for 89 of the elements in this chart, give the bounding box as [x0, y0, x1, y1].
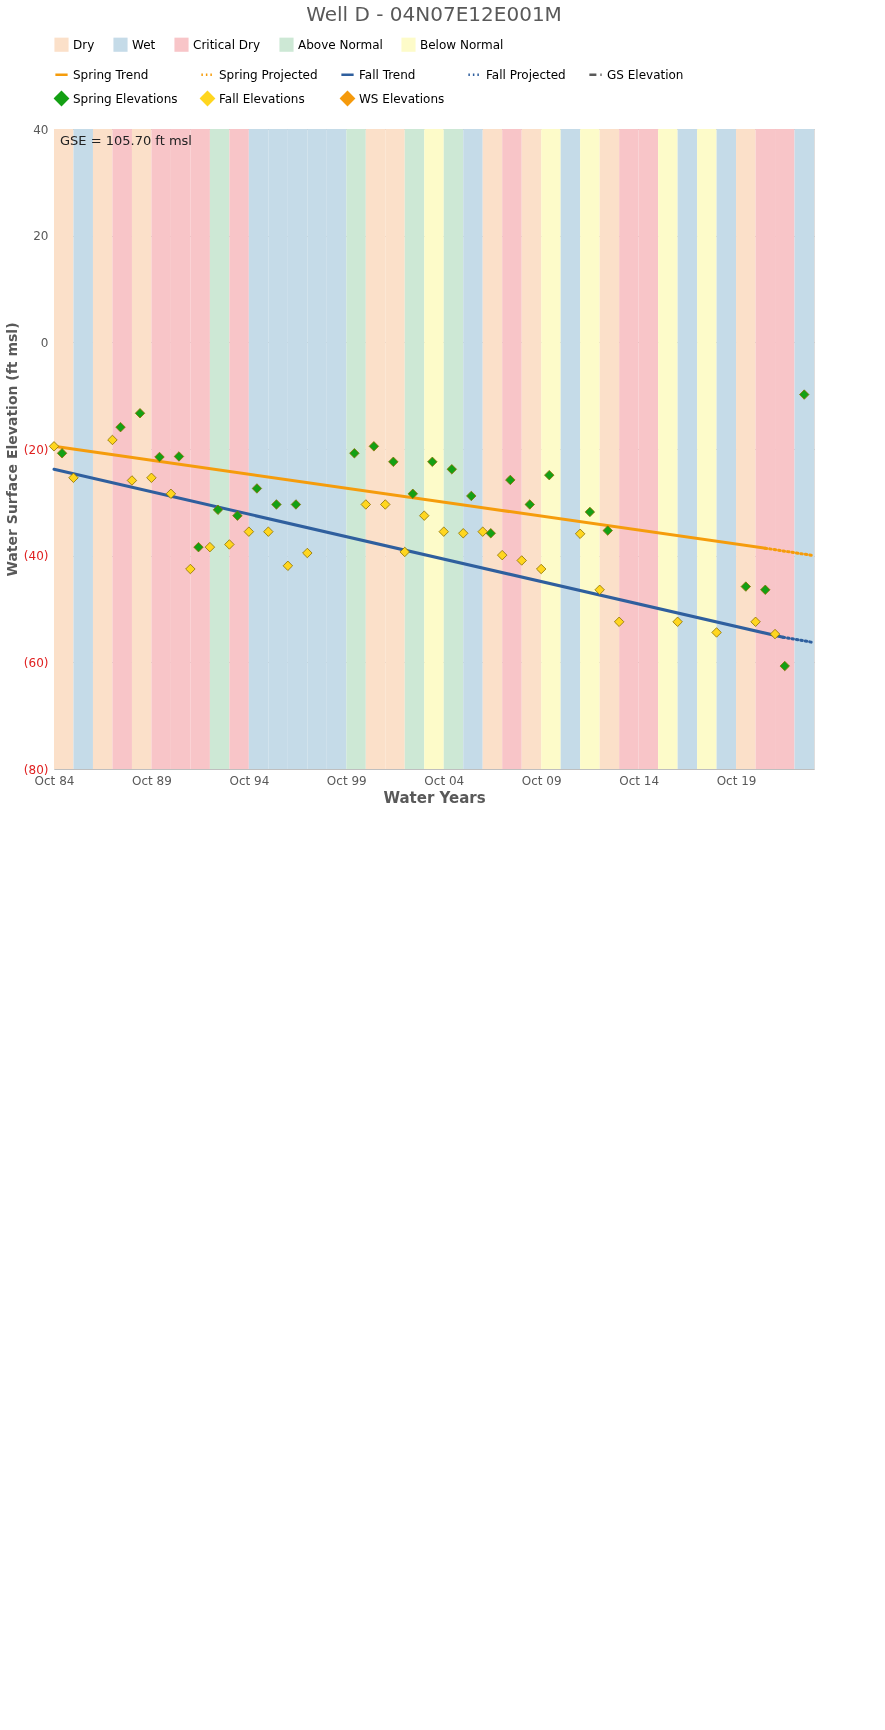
point [779, 660, 790, 672]
legend-label: Spring Elevations [73, 91, 178, 106]
legend-label: GS Elevation [607, 67, 684, 82]
point [48, 441, 60, 452]
point [271, 499, 282, 510]
point [173, 451, 185, 462]
annotation: GSE = 105.70 ft msl [60, 133, 192, 148]
point [524, 499, 535, 510]
y-tick-label: 40 [33, 122, 49, 137]
point [740, 581, 751, 592]
point [458, 528, 469, 539]
legend-label: Fall Elevations [219, 91, 305, 106]
point [438, 526, 449, 537]
x-tick-label: Oct 99 [326, 773, 367, 788]
point [204, 541, 216, 553]
point [360, 499, 371, 510]
legend-label: Dry [73, 37, 95, 52]
point [485, 528, 496, 539]
x-tick-label: Oct 09 [521, 773, 562, 788]
point [134, 408, 146, 419]
point [68, 472, 79, 483]
point [263, 526, 274, 537]
point [212, 504, 224, 515]
point [466, 490, 477, 502]
point [349, 448, 360, 459]
point [594, 584, 605, 595]
point [126, 475, 138, 486]
y-axis-title: Water Surface Elevation (ft msl) [3, 322, 20, 577]
y-tick-label: 20 [33, 229, 49, 244]
x-tick-label: Oct 94 [229, 773, 270, 788]
point [193, 541, 204, 553]
point [154, 451, 165, 463]
legend-label: WS Elevations [359, 91, 445, 106]
x-tick-label: Oct 89 [132, 773, 172, 788]
x-tick-label: Oct 14 [619, 773, 660, 788]
legend-label: Fall Trend [359, 67, 416, 82]
point [750, 616, 761, 627]
x-axis-title: Water Years [383, 788, 486, 807]
x-tick-label: Oct 04 [424, 773, 465, 788]
point [516, 555, 527, 566]
point [497, 549, 508, 561]
legend-label: Spring Projected [219, 67, 318, 82]
point [407, 488, 418, 499]
point [427, 456, 438, 467]
point [388, 456, 399, 467]
point [243, 526, 254, 537]
legend-label: Above Normal [298, 37, 383, 52]
point [282, 560, 293, 571]
point [290, 499, 302, 510]
point [477, 526, 488, 537]
point [711, 627, 722, 638]
y-tick-label: (20) [23, 442, 49, 457]
point [232, 510, 243, 521]
point [614, 616, 625, 627]
point [584, 506, 596, 518]
point [185, 563, 196, 575]
legend-label: Critical Dry [193, 37, 261, 52]
point [575, 528, 586, 539]
legend-label: Spring Trend [73, 67, 149, 82]
point [146, 472, 157, 483]
point [115, 421, 126, 433]
point [505, 474, 516, 486]
point [602, 525, 613, 536]
point [536, 563, 547, 575]
point [544, 469, 555, 481]
y-tick-label: 0 [40, 335, 49, 350]
point [380, 499, 391, 510]
x-tick-label: Oct 19 [716, 773, 757, 788]
point [672, 616, 683, 627]
point [165, 488, 177, 499]
y-tick-label: (60) [23, 655, 49, 670]
legend-label: Below Normal [420, 37, 504, 52]
point [446, 464, 457, 475]
point [368, 441, 380, 452]
point [251, 483, 263, 494]
point [419, 510, 430, 521]
point [769, 628, 781, 640]
point [760, 584, 771, 595]
legend-label: Fall Projected [486, 67, 566, 82]
chart-title: Well D - 04N07E12E001M [306, 2, 562, 26]
y-tick-label: (40) [23, 549, 49, 564]
point [56, 448, 68, 459]
legend-label: Wet [132, 37, 156, 52]
point [799, 389, 810, 400]
point [302, 547, 313, 559]
point [224, 539, 235, 550]
y-tick-label: (80) [23, 762, 49, 777]
point [399, 546, 410, 558]
point [107, 434, 118, 446]
